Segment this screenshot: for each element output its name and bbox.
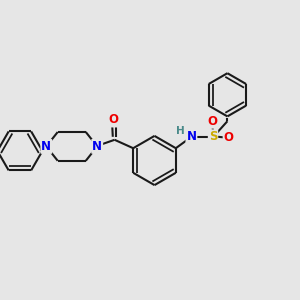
Text: O: O — [224, 131, 234, 144]
Text: S: S — [209, 130, 217, 143]
Text: O: O — [207, 115, 218, 128]
Text: N: N — [186, 130, 197, 143]
Text: N: N — [92, 140, 102, 153]
Text: N: N — [41, 140, 51, 153]
Text: O: O — [108, 113, 118, 127]
Text: H: H — [176, 126, 184, 136]
